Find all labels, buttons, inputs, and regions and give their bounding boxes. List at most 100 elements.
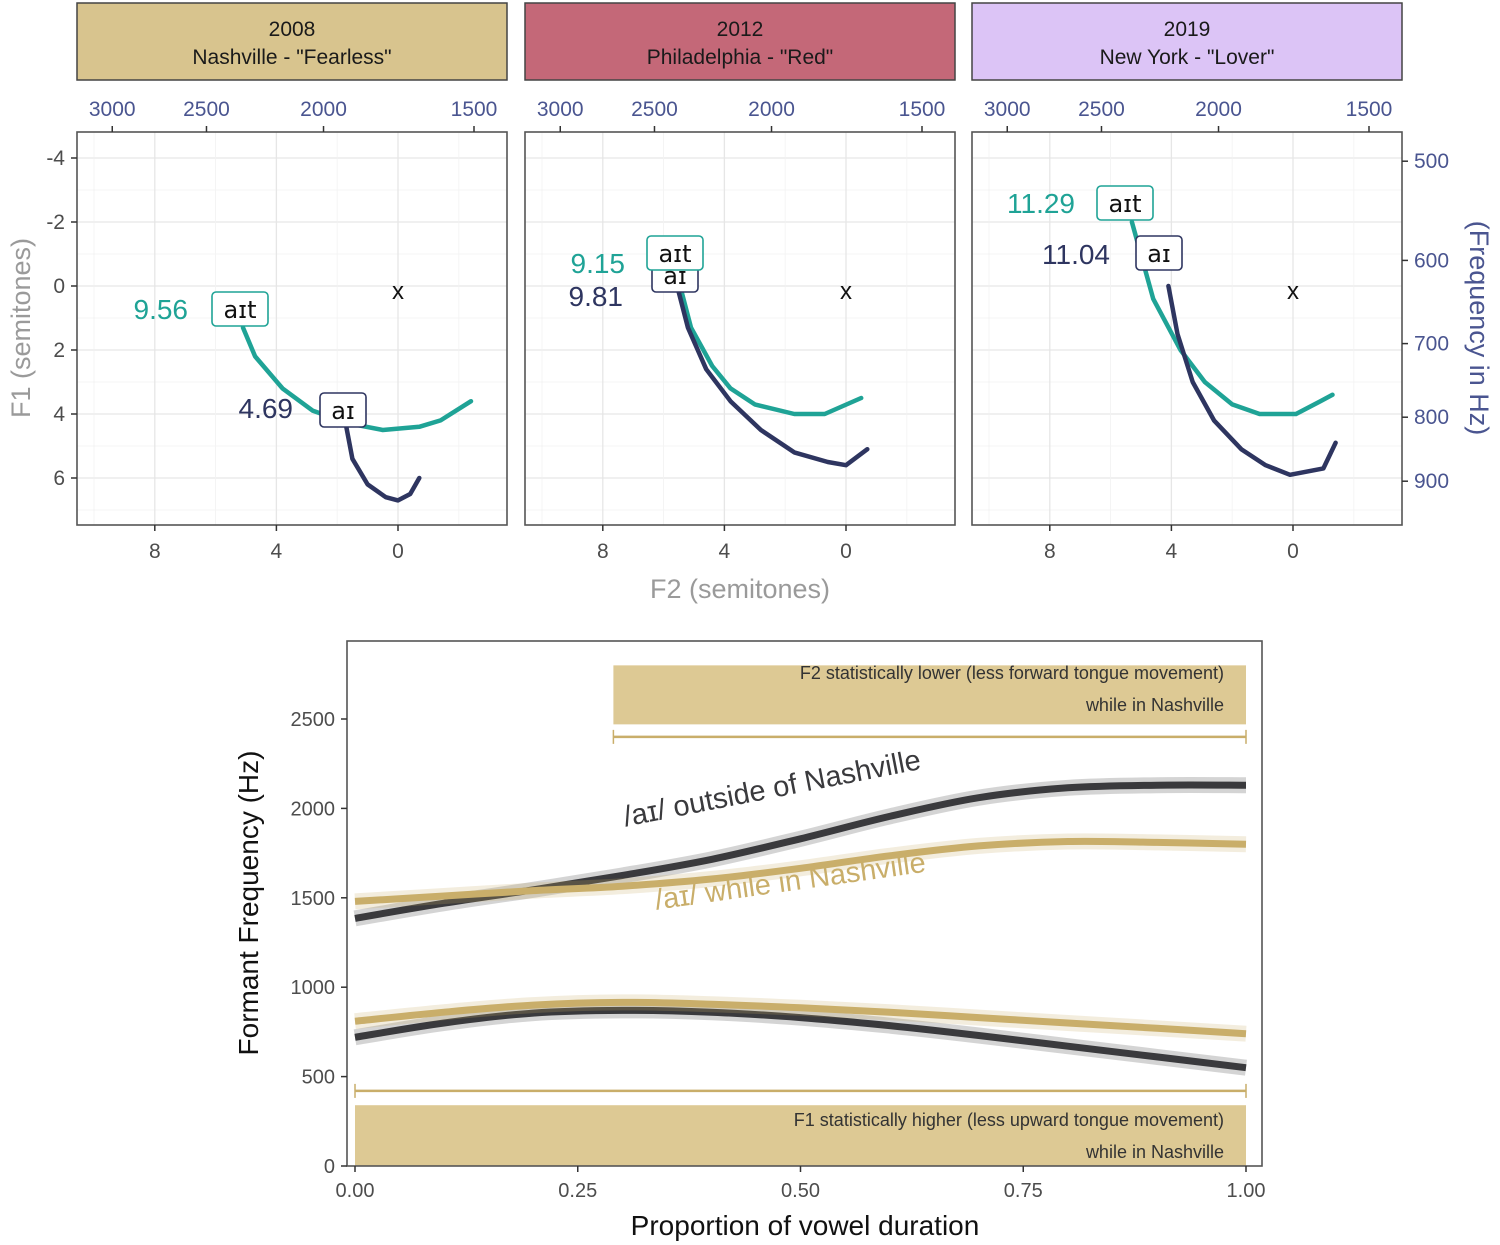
y-tick-label: 1500 xyxy=(291,888,336,910)
y-tick-label: 0 xyxy=(324,1156,335,1178)
f1-axis-title: F1 (semitones) xyxy=(6,238,36,418)
vowel-label-box xyxy=(1135,235,1183,271)
facet-strip xyxy=(76,2,508,81)
vowel-label-box xyxy=(211,291,269,327)
formant-trajectory-chart: F2 statistically lower (less forward ton… xyxy=(291,640,1266,1202)
vowel-label-ait: aɪt xyxy=(211,291,269,327)
y-tick-label: -4 xyxy=(46,147,65,170)
trajectory-ait xyxy=(1129,219,1335,417)
series-line xyxy=(354,1006,1247,1072)
y-tick-label: 2500 xyxy=(291,709,336,731)
hz-tick-label: 2500 xyxy=(1078,98,1125,121)
vowel-label-ait: aɪt xyxy=(646,235,704,271)
strip-title: New York - "Lover" xyxy=(1100,46,1275,69)
vowel-label-text: aɪ xyxy=(331,397,355,425)
reference-marker: x xyxy=(840,278,852,305)
y-tick-label: 2000 xyxy=(291,798,336,820)
trajectory-length-value: 9.15 xyxy=(571,248,626,279)
y-tick-label: 500 xyxy=(302,1067,335,1089)
formant-axis-title: Formant Frequency (Hz) xyxy=(233,751,264,1056)
hz-tick-label: 2000 xyxy=(1195,98,1242,121)
x-tick-label: 0 xyxy=(1287,540,1299,563)
series-f1-outside-of-nashville xyxy=(353,1002,1247,1076)
trajectory-ai xyxy=(1166,283,1338,478)
x-tick-label: 8 xyxy=(149,540,161,563)
strip-title: Nashville - "Fearless" xyxy=(192,46,391,69)
hz-tick-label: 3000 xyxy=(537,98,584,121)
strip-title: Philadelphia - "Red" xyxy=(647,46,834,69)
vowel-label-text: aɪ xyxy=(1147,240,1171,268)
significance-band xyxy=(613,665,1246,725)
x-tick-label: 8 xyxy=(1044,540,1056,563)
vowel-label-ai: aɪ xyxy=(319,392,367,428)
y-tick-label: 4 xyxy=(53,403,65,426)
facet-panel-2019: 2019 New York - "Lover" 8 4 0 3000 2500 2000 150… xyxy=(971,2,1449,563)
series-f2-while-in-nashville xyxy=(354,833,1247,910)
x-tick-label: 0.50 xyxy=(781,1180,820,1202)
hz-axis-title: (Frequency in Hz) xyxy=(1464,221,1494,436)
panel-border xyxy=(524,131,956,526)
trajectory-ai xyxy=(676,290,870,468)
hz-tick-label: 3000 xyxy=(984,98,1031,121)
y-tick-label: 2 xyxy=(53,339,65,362)
hz-tick-label: 1500 xyxy=(451,98,498,121)
annotation-line-2: while in Nashville xyxy=(1085,1142,1224,1162)
hz-tick-label: 1500 xyxy=(899,98,946,121)
x-tick-label: 0.00 xyxy=(336,1180,375,1202)
trajectory-length-value: 11.04 xyxy=(1042,239,1110,270)
hz-tick-label: 2000 xyxy=(748,98,795,121)
strip-year: 2019 xyxy=(1164,18,1211,41)
annotation-line-2: while in Nashville xyxy=(1085,695,1224,715)
x-tick-label: 4 xyxy=(719,540,731,563)
plot-background xyxy=(972,132,1402,525)
vowel-label-text: aɪt xyxy=(1108,190,1141,218)
hz-right-tick-label: 500 xyxy=(1414,150,1449,173)
x-tick-label: 0.25 xyxy=(558,1180,597,1202)
x-tick-label: 8 xyxy=(597,540,609,563)
x-tick-label: 0 xyxy=(840,540,852,563)
facet-strip xyxy=(971,2,1403,81)
facet-strip xyxy=(524,2,956,81)
trajectory-ai xyxy=(344,424,422,503)
hz-tick-label: 2500 xyxy=(631,98,678,121)
trajectory-length-value: 9.56 xyxy=(134,294,189,325)
trajectory-length-value: 9.81 xyxy=(569,281,624,312)
annotation-f2-significance: F2 statistically lower (less forward ton… xyxy=(612,663,1247,744)
hz-right-tick-label: 700 xyxy=(1414,333,1449,356)
strip-year: 2008 xyxy=(269,18,316,41)
strip-year: 2012 xyxy=(717,18,764,41)
hz-tick-label: 2500 xyxy=(183,98,230,121)
x-tick-label: 4 xyxy=(1166,540,1178,563)
plot-background xyxy=(347,641,1262,1166)
vowel-label-box xyxy=(1096,185,1154,221)
hz-right-tick-label: 900 xyxy=(1414,470,1449,493)
duration-axis-title: Proportion of vowel duration xyxy=(631,1210,980,1241)
trajectory-ait xyxy=(679,290,864,417)
x-tick-label: 0 xyxy=(392,540,404,563)
x-tick-label: 1.00 xyxy=(1227,1180,1266,1202)
annotation-f1-significance: F1 statistically higher (less upward ton… xyxy=(354,1083,1247,1166)
panel-border xyxy=(76,131,508,526)
x-tick-label: 4 xyxy=(271,540,283,563)
vowel-label-box xyxy=(646,235,704,271)
trajectory-length-value: 4.69 xyxy=(239,393,294,424)
plot-border xyxy=(346,640,1263,1167)
significance-band xyxy=(355,1105,1246,1166)
hz-right-tick-label: 600 xyxy=(1414,249,1449,272)
series-f1-while-in-nashville xyxy=(354,994,1247,1042)
annotation-line-1: F1 statistically higher (less upward ton… xyxy=(794,1110,1224,1130)
y-tick-label: -2 xyxy=(46,211,65,234)
series-line xyxy=(354,998,1247,1038)
plot-background xyxy=(525,132,955,525)
y-tick-label: 6 xyxy=(53,467,65,490)
trajectory-length-value: 11.29 xyxy=(1007,188,1075,219)
vowel-label-text: aɪt xyxy=(658,240,691,268)
hz-tick-label: 3000 xyxy=(89,98,136,121)
facet-panel-2012: 2012 Philadelphia - "Red" 8 4 0 3000 2500 2000 1… xyxy=(524,2,956,563)
y-tick-label: 0 xyxy=(53,275,65,298)
plot-background xyxy=(77,132,507,525)
vowel-label-text: aɪt xyxy=(223,296,256,324)
vowel-label-box xyxy=(319,392,367,428)
